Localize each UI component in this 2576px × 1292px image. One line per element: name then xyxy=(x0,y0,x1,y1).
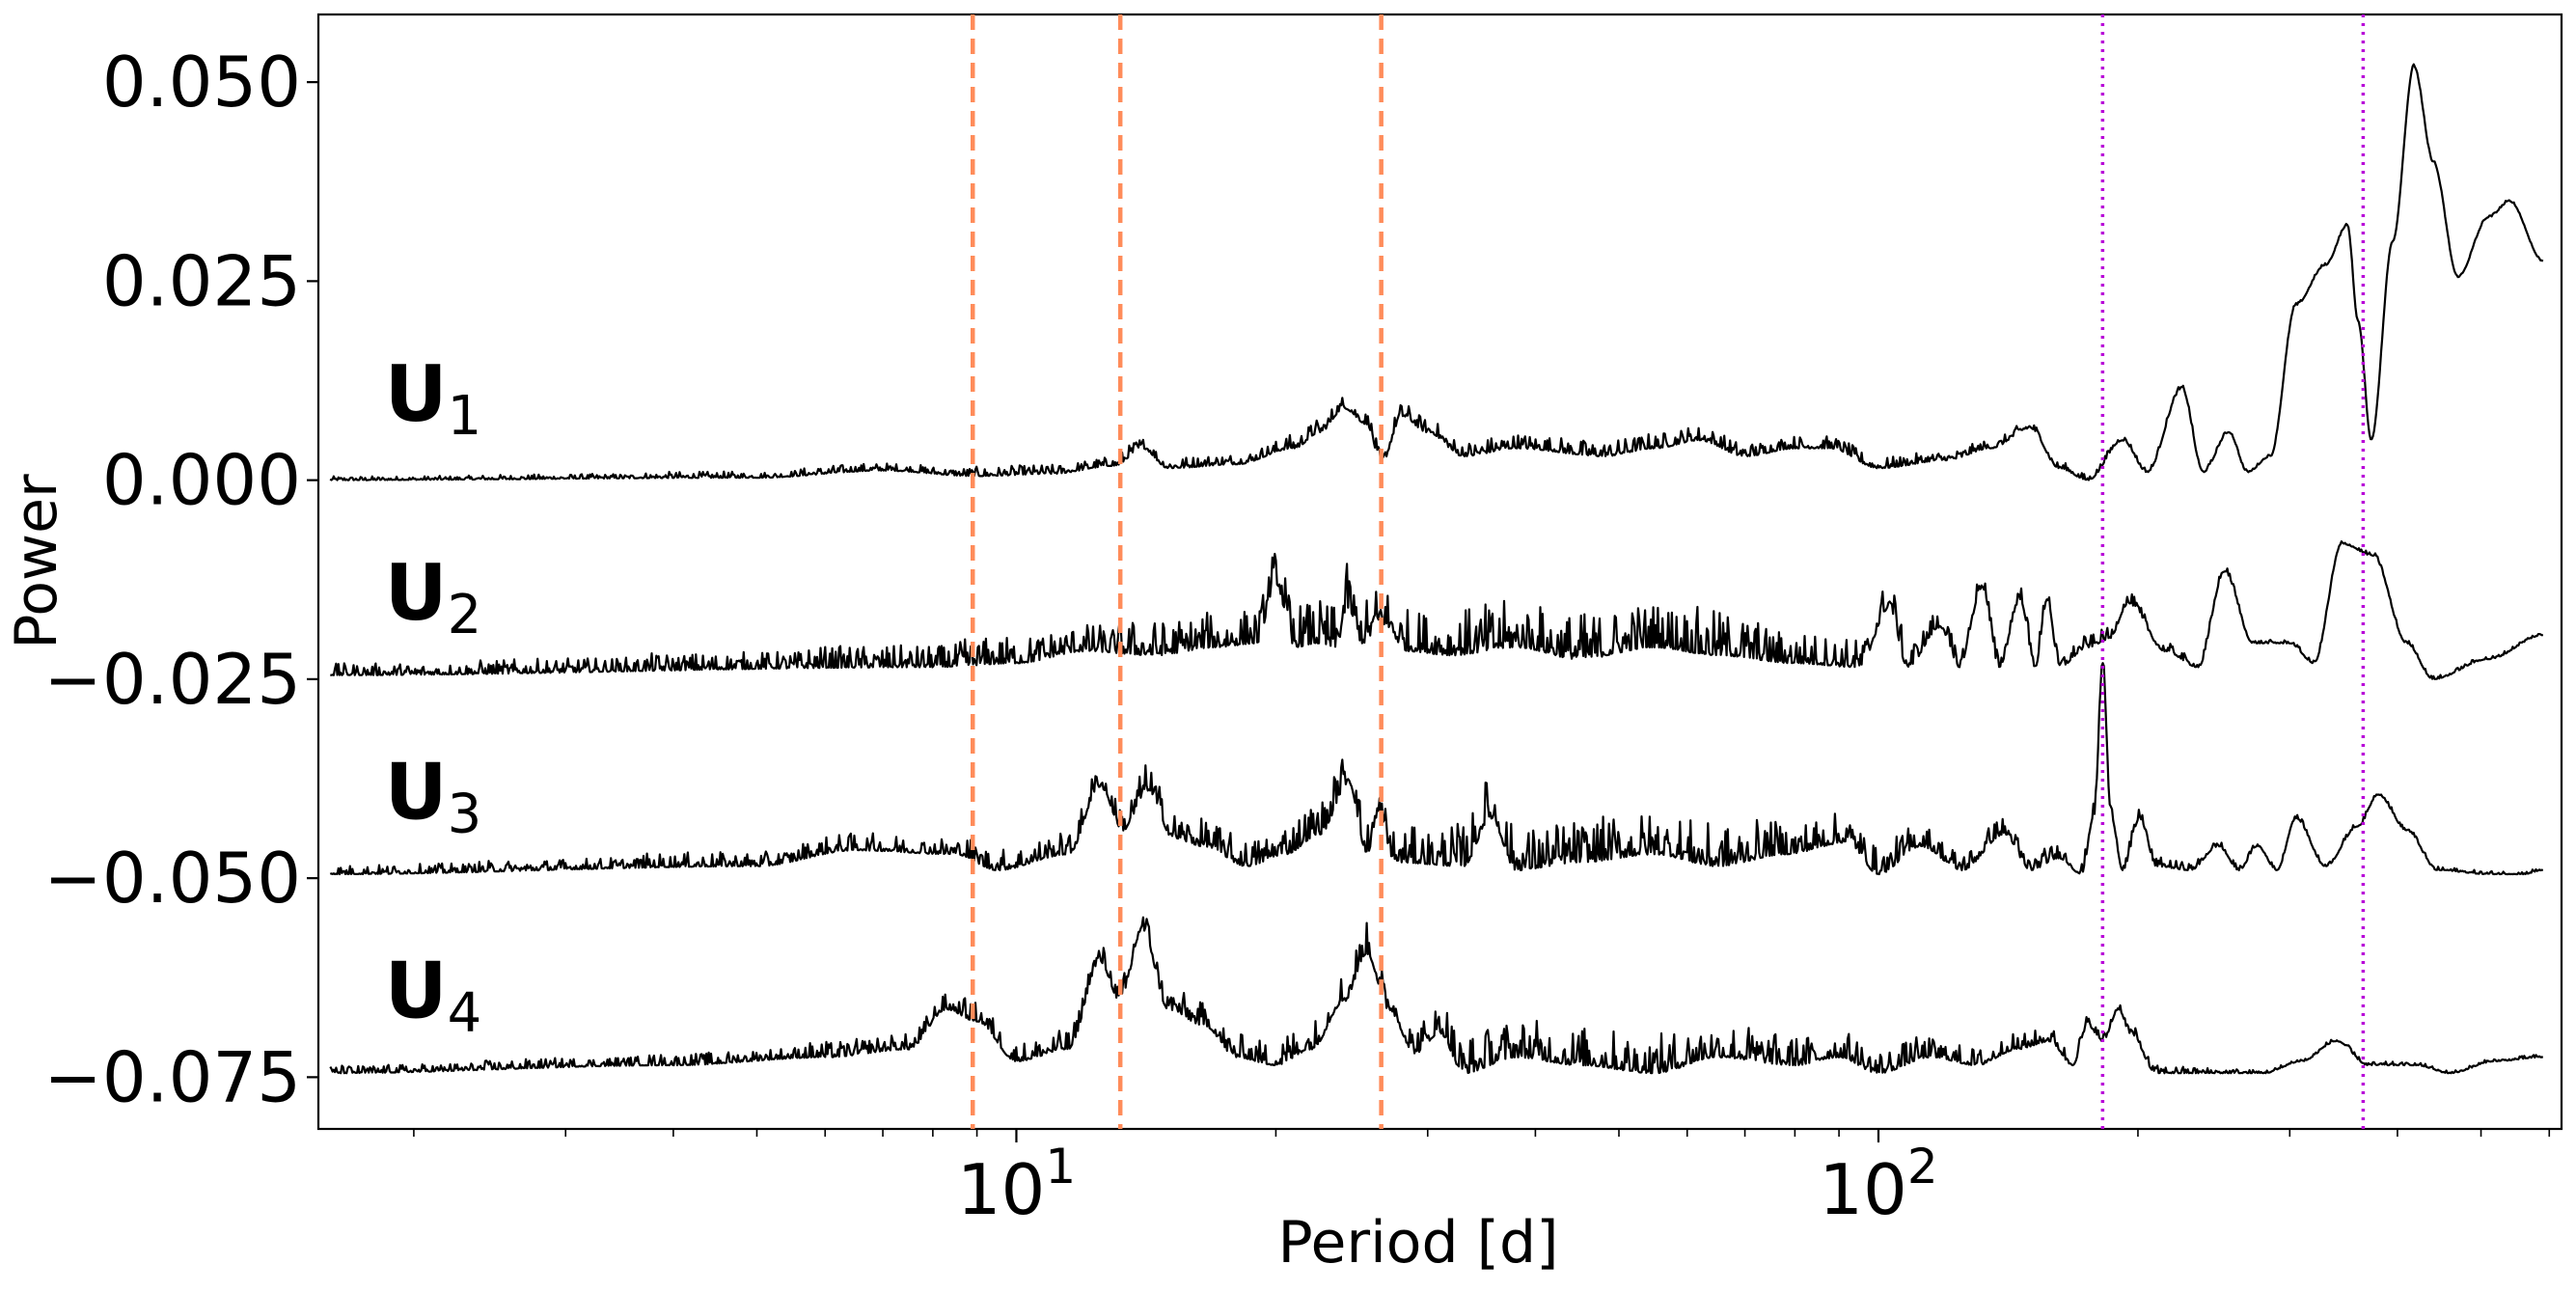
y-tick-label: 0.000 xyxy=(102,440,301,521)
y-tick-label: −0.025 xyxy=(44,639,301,720)
reference-lines xyxy=(970,14,2366,1129)
plot-area xyxy=(316,13,2563,1131)
x-tick-exponent: 2 xyxy=(1907,1139,1938,1195)
series-line-u1 xyxy=(329,63,2544,481)
plot-frame xyxy=(316,13,2563,1131)
y-tick-label: −0.075 xyxy=(44,1036,301,1117)
series-label-subscript: 1 xyxy=(448,385,482,448)
series-label-subscript: 2 xyxy=(448,584,482,646)
x-tick-base: 10 xyxy=(957,1149,1046,1230)
series-label-subscript: 3 xyxy=(448,783,482,845)
series-group xyxy=(329,63,2544,1075)
series-label-u2: U2 xyxy=(385,548,482,646)
series-label-u1: U1 xyxy=(385,349,482,448)
x-tick-label: 102 xyxy=(1819,1139,1937,1230)
series-line-u4 xyxy=(329,916,2543,1075)
series-label-subscript: 4 xyxy=(448,982,482,1045)
x-tick-label: 101 xyxy=(957,1139,1076,1230)
y-tick-label: 0.050 xyxy=(102,41,301,123)
series-label-u3: U3 xyxy=(385,747,482,845)
y-tick-label: −0.050 xyxy=(44,838,301,919)
series-label-u4: U4 xyxy=(385,947,482,1045)
x-axis-label: Period [d] xyxy=(1277,1209,1558,1277)
x-tick-base: 10 xyxy=(1819,1149,1907,1230)
x-tick-exponent: 1 xyxy=(1045,1139,1076,1195)
series-line-u3 xyxy=(329,662,2544,876)
series-labels: U1 U2 U3 U4 xyxy=(385,349,482,1045)
y-tick-label: 0.025 xyxy=(102,240,301,321)
series-line-u2 xyxy=(330,540,2544,680)
y-axis-label: Power xyxy=(3,474,70,649)
